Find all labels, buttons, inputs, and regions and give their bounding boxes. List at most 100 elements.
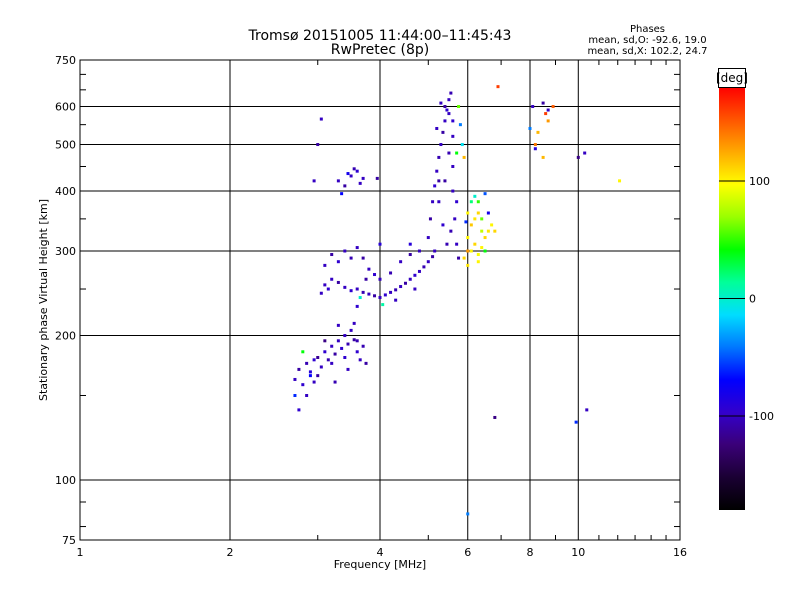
- data-point: [437, 155, 441, 159]
- data-point: [455, 242, 459, 246]
- data-point: [394, 288, 398, 292]
- data-point: [361, 256, 365, 260]
- data-point: [349, 289, 353, 293]
- data-point: [439, 143, 443, 147]
- data-point: [394, 298, 398, 302]
- data-point: [361, 290, 365, 294]
- data-point: [308, 374, 312, 378]
- data-point: [445, 242, 449, 246]
- data-point: [433, 184, 437, 188]
- data-point: [364, 361, 368, 365]
- y-tick-label: 750: [55, 54, 76, 67]
- data-point: [451, 134, 455, 138]
- data-point: [349, 328, 353, 332]
- data-point: [408, 253, 412, 257]
- data-point: [316, 374, 320, 378]
- data-point: [308, 370, 312, 374]
- data-point: [469, 223, 473, 227]
- data-point: [457, 105, 461, 109]
- data-point: [383, 293, 387, 297]
- data-point: [312, 179, 316, 183]
- chart-title: Tromsø 20151005 11:44:00–11:45:43: [248, 28, 512, 44]
- data-point: [460, 143, 464, 147]
- data-point: [447, 98, 451, 102]
- grid-lines: [80, 60, 680, 540]
- data-point: [449, 229, 453, 233]
- data-point: [417, 269, 421, 273]
- data-point: [453, 217, 457, 221]
- y-tick-label: 75: [62, 534, 76, 547]
- data-point: [330, 277, 334, 281]
- data-point: [381, 303, 385, 307]
- data-point: [455, 200, 459, 204]
- data-point: [546, 108, 550, 112]
- data-point: [541, 155, 545, 159]
- data-point: [349, 256, 353, 260]
- colorbar-tick-label: -100: [749, 410, 774, 423]
- data-point: [531, 105, 535, 109]
- data-point: [458, 123, 462, 127]
- data-point: [544, 112, 548, 116]
- data-point: [293, 377, 297, 381]
- x-tick-label: 6: [464, 546, 471, 559]
- data-point: [441, 130, 445, 134]
- data-point: [378, 277, 382, 281]
- data-point: [346, 342, 350, 346]
- data-point: [486, 229, 490, 233]
- data-point: [466, 263, 470, 267]
- data-point: [486, 211, 490, 215]
- data-points: [293, 85, 622, 516]
- x-tick-label: 8: [527, 546, 534, 559]
- data-point: [431, 200, 435, 204]
- data-point: [330, 344, 334, 348]
- colorbar-ticks: 100 0 -100: [719, 175, 774, 423]
- data-point: [336, 339, 340, 343]
- data-point: [343, 249, 347, 253]
- data-point: [355, 169, 359, 173]
- data-point: [316, 355, 320, 359]
- data-point: [323, 339, 327, 343]
- data-point: [433, 249, 437, 253]
- data-point: [480, 246, 484, 250]
- data-point: [422, 265, 426, 269]
- data-point: [447, 151, 451, 155]
- data-point: [455, 151, 459, 155]
- plot-frame: [79, 59, 681, 541]
- data-point: [333, 352, 337, 356]
- data-point: [457, 256, 461, 260]
- data-point: [367, 267, 371, 271]
- colorbar-label-box: [718, 68, 746, 88]
- y-tick-label: 500: [55, 139, 76, 152]
- data-point: [343, 334, 347, 338]
- x-tick-label: 1: [77, 546, 84, 559]
- data-point: [445, 108, 449, 112]
- phases-x-stats: mean, sd,X: 102.2, 24.7: [587, 46, 708, 57]
- data-point: [466, 512, 470, 516]
- data-point: [378, 242, 382, 246]
- data-point: [355, 350, 359, 354]
- data-point: [323, 283, 327, 287]
- data-point: [533, 143, 537, 147]
- y-axis-label: Stationary phase Virtual Height [km]: [37, 199, 50, 401]
- data-point: [496, 85, 500, 89]
- data-point: [462, 256, 466, 260]
- data-point: [469, 200, 473, 204]
- minor-ticks: [80, 60, 680, 540]
- data-point: [336, 260, 340, 264]
- y-tick-label: 600: [55, 101, 76, 114]
- data-point: [355, 287, 359, 291]
- data-point: [389, 271, 393, 275]
- data-point: [449, 91, 453, 95]
- data-point: [297, 367, 301, 371]
- data-point: [361, 176, 365, 180]
- y-tick-label: 400: [55, 185, 76, 198]
- data-point: [480, 229, 484, 233]
- data-point: [336, 323, 340, 327]
- data-point: [574, 420, 578, 424]
- data-point: [443, 105, 447, 109]
- data-point: [336, 179, 340, 183]
- data-point: [528, 126, 532, 130]
- data-point: [466, 236, 470, 240]
- x-tick-label: 16: [673, 546, 687, 559]
- data-point: [483, 249, 487, 253]
